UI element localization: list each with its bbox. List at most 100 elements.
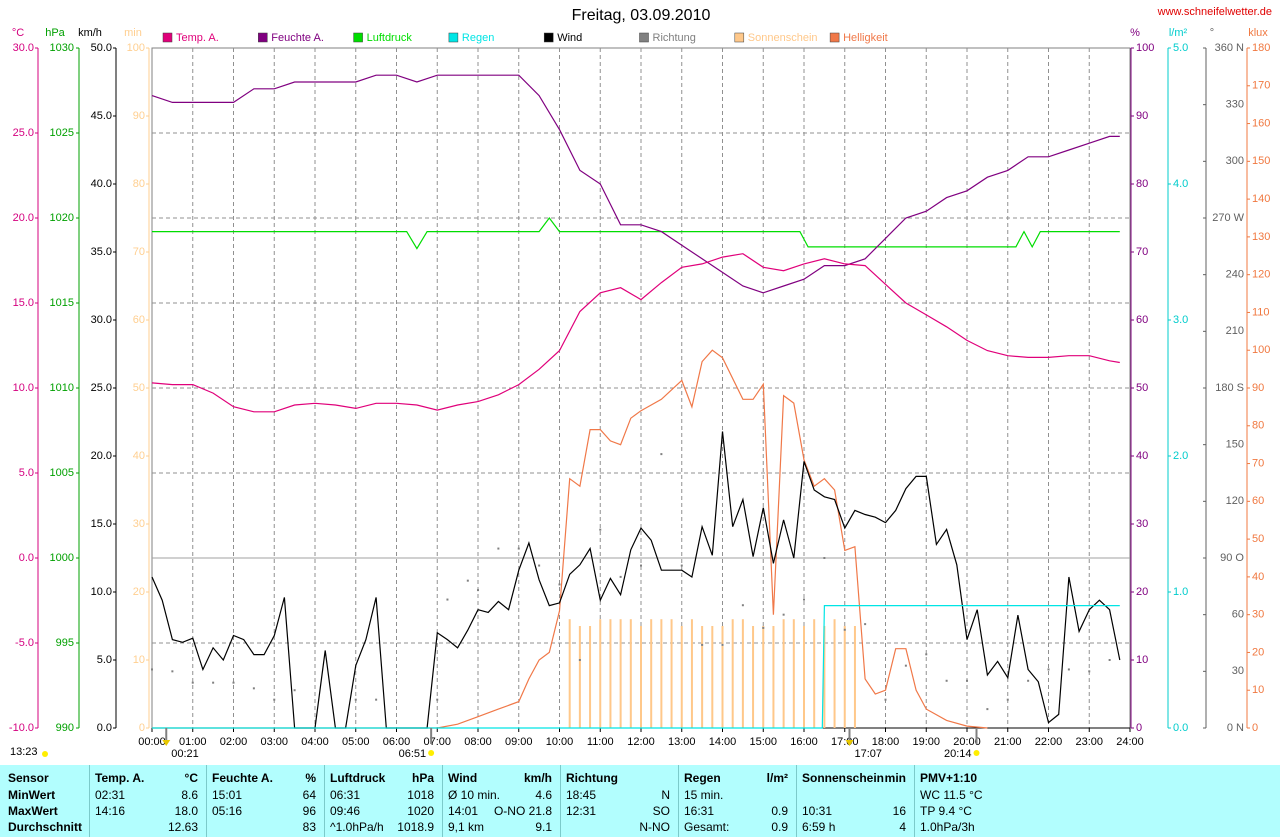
table-cell: Gesamt: (684, 820, 730, 834)
y-tick-label: 1020 (50, 212, 74, 224)
y-tick-label: 10.0 (13, 382, 34, 394)
sun-icon (973, 750, 980, 756)
sunshine-bar (762, 626, 765, 728)
y-tick-label: 30 (1136, 518, 1148, 530)
legend-label: Richtung (653, 32, 696, 44)
x-tick-label: 24:00 (1116, 736, 1144, 748)
direction-dot (660, 453, 663, 456)
legend-label: Sonnenschein (748, 32, 818, 44)
direction-dot (782, 613, 785, 616)
direction-dot (803, 598, 805, 601)
table-cell: 18:45 (566, 788, 597, 802)
column-separator (89, 765, 90, 837)
y-tick-label: -5.0 (15, 637, 34, 649)
x-tick-label: 04:00 (301, 736, 329, 748)
x-tick-label: 08:00 (464, 736, 492, 748)
y-tick-label: 995 (56, 637, 74, 649)
y-tick-label: 120 (1252, 269, 1270, 281)
legend-swatch (734, 32, 745, 43)
y-tick-label: 30 (133, 518, 145, 530)
x-tick-label: 19:00 (912, 736, 940, 748)
column-separator (206, 765, 207, 837)
series-line (151, 253, 1120, 413)
summary-table: Sensor Temp. A. °C Feuchte A.% Luftdruck hPa W… (0, 765, 1280, 837)
table-cell: 96 (302, 804, 316, 818)
column-separator (914, 765, 915, 837)
x-tick-label: 15:00 (749, 736, 777, 748)
direction-dot (446, 598, 449, 601)
direction-dot (1027, 679, 1030, 682)
legend-swatch (543, 32, 554, 43)
legend-swatch (353, 32, 363, 43)
axis-title: l/m² (1169, 27, 1188, 39)
y-tick-label: 40 (1252, 571, 1264, 583)
direction-dot (945, 679, 948, 682)
y-tick-label: 80 (1136, 178, 1148, 190)
table-cell: 05:16 (212, 804, 243, 818)
y-tick-label: 5.0 (1173, 42, 1188, 54)
table-cell: 16:31 (684, 804, 715, 818)
y-tick-label: 5.0 (97, 654, 112, 666)
legend-swatch (448, 32, 459, 43)
table-cell: Sonnenschein (802, 771, 885, 785)
y-tick-label: 2.0 (1173, 450, 1188, 462)
legend-swatch (639, 32, 649, 43)
table-cell: 4.6 (535, 788, 552, 802)
axis-title: km/h (78, 27, 102, 39)
x-tick-label: 18:00 (872, 736, 900, 748)
table-cell: °C (184, 771, 198, 785)
x-tick-label: 02:00 (220, 736, 248, 748)
y-tick-label: 160 (1252, 117, 1270, 129)
table-cell: 12:31 (566, 804, 597, 818)
sunshine-bar (640, 626, 642, 728)
y-tick-label: 60 (1136, 314, 1148, 326)
sunshine-bar (599, 619, 602, 728)
direction-dot (843, 628, 846, 631)
direction-dot (680, 564, 683, 567)
y-tick-label: 150 (1252, 155, 1270, 167)
direction-dot (1006, 698, 1009, 701)
direction-dot (1067, 668, 1070, 671)
table-cell: ^1.0hPa/h (330, 820, 384, 834)
y-tick-label: 50.0 (91, 42, 112, 54)
table-cell: 12.63 (167, 820, 198, 834)
y-tick-label: 120 (1226, 495, 1244, 507)
legend-label: Temp. A. (176, 32, 219, 44)
sunshine-bar (721, 626, 724, 728)
source-link[interactable]: www.schneifelwetter.de (1157, 6, 1272, 18)
sunshine-bar (741, 619, 744, 728)
y-tick-label: 1000 (50, 552, 74, 564)
table-cell: Wind (448, 771, 478, 785)
legend-label: Feuchte A. (271, 32, 324, 44)
x-tick-label: 13:00 (668, 736, 696, 748)
y-tick-label: 70 (1252, 457, 1264, 469)
legend-label: Helligkeit (843, 32, 888, 44)
table-cell: 18.0 (174, 804, 198, 818)
direction-dot (354, 698, 357, 701)
series-line (152, 349, 988, 729)
y-tick-label: 170 (1252, 80, 1270, 92)
direction-dot (477, 589, 479, 592)
direction-dot (925, 653, 928, 656)
y-tick-label: 130 (1252, 231, 1270, 243)
table-cell: 1018 (407, 788, 434, 802)
direction-dot (273, 698, 276, 701)
table-cell: 15 min. (684, 788, 724, 802)
table-cell: WC 11.5 °C (920, 788, 983, 802)
table-cell: N-NO (639, 820, 670, 834)
x-tick-label: 00:00 (138, 736, 166, 748)
sun-icon (428, 750, 435, 756)
table-cell: O-NO 21.8 (493, 804, 552, 818)
x-tick-label: 17:00 (831, 736, 859, 748)
direction-dot (578, 659, 581, 661)
y-tick-label: 10 (1252, 684, 1264, 696)
direction-dot (762, 626, 765, 629)
legend-label: Regen (462, 32, 494, 44)
table-cell: 6:59 h (802, 820, 836, 834)
chart-title: Freitag, 03.09.2010 (572, 7, 711, 24)
direction-dot (497, 547, 500, 550)
x-tick-label: 11:00 (587, 736, 614, 748)
table-cell: PMV+1:10 (920, 771, 978, 785)
y-tick-label: 25.0 (13, 127, 34, 139)
